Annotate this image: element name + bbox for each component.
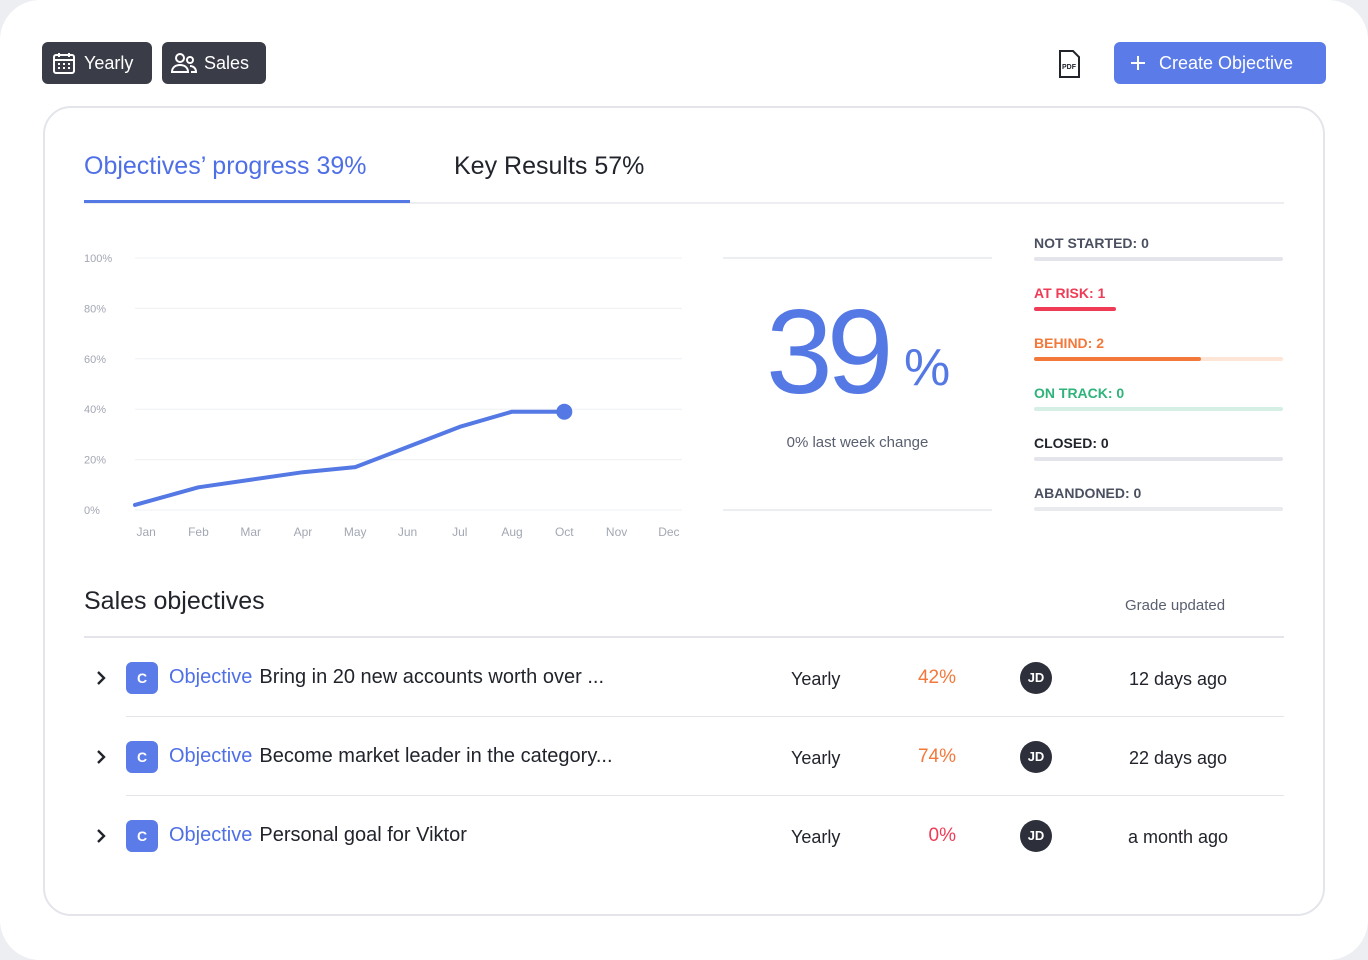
progress: 0% — [928, 825, 956, 846]
expand-chevron[interactable] — [92, 827, 110, 845]
expand-chevron[interactable] — [92, 669, 110, 687]
avatar: JD — [1020, 662, 1052, 694]
period: Yearly — [791, 669, 841, 689]
panel — [43, 106, 1325, 916]
period: Yearly — [791, 748, 841, 768]
pdf-label: PDF — [1062, 64, 1077, 71]
x-tick-label: Jun — [398, 525, 417, 539]
objective-title[interactable]: Objective Bring in 20 new accounts worth … — [169, 666, 604, 689]
filter-yearly[interactable]: Yearly — [42, 42, 152, 84]
status-label: NOT STARTED: 0 — [1034, 235, 1149, 251]
y-tick-label: 40% — [84, 404, 106, 416]
change-label: 0% last week change — [786, 434, 929, 451]
status-bar — [1034, 357, 1201, 361]
chevron-icon — [97, 750, 106, 764]
objective-title[interactable]: Objective Personal goal for Viktor — [169, 824, 467, 847]
x-tick-label: Jan — [136, 525, 155, 539]
x-tick-label: May — [344, 525, 367, 539]
x-tick-label: Nov — [606, 525, 627, 539]
calendar-icon — [53, 53, 75, 74]
create-objective-button[interactable]: Create Objective — [1114, 42, 1326, 84]
table-title: Sales objectives — [84, 587, 265, 615]
x-tick-label: Dec — [658, 525, 679, 539]
progress: 42% — [917, 667, 956, 688]
divider — [723, 257, 992, 259]
title: Become market leader in the category... — [259, 745, 613, 767]
period: Yearly — [791, 827, 841, 847]
tab-underline — [84, 200, 410, 203]
status-label: AT RISK: 1 — [1034, 285, 1106, 301]
line — [133, 409, 567, 507]
kind: Objective — [169, 745, 253, 767]
tab[interactable]: Key Results 57% — [454, 152, 645, 180]
status-bar — [1034, 307, 1117, 311]
badge: C — [126, 741, 158, 773]
expand-chevron[interactable] — [92, 748, 110, 766]
y-tick-label: 0% — [84, 505, 100, 517]
filter-label: Yearly — [84, 52, 134, 73]
status-track — [1034, 257, 1283, 261]
y-tick-label: 100% — [84, 253, 112, 265]
status-track — [1034, 307, 1283, 311]
updated: 22 days ago — [1128, 748, 1228, 768]
status-track — [1034, 457, 1283, 461]
avatar: JD — [1020, 820, 1052, 852]
avatar: JD — [1020, 741, 1052, 773]
end-point — [556, 403, 573, 420]
row-divider — [126, 795, 1284, 796]
x-tick-label: Feb — [188, 525, 209, 539]
plus-icon — [1131, 56, 1145, 70]
objective-title[interactable]: Objective Become market leader in the cat… — [169, 745, 613, 768]
x-tick-label: Apr — [294, 525, 313, 539]
badge: C — [126, 820, 158, 852]
divider — [723, 509, 992, 511]
badge: C — [126, 662, 158, 694]
x-tick-label: Aug — [501, 525, 522, 539]
x-tick-label: Mar — [240, 525, 261, 539]
pdf-button[interactable]: PDF — [1056, 50, 1082, 78]
chevron-icon — [97, 829, 106, 843]
title: Bring in 20 new accounts worth over ... — [259, 666, 604, 688]
tab-active[interactable]: Objectives’ progress 39% — [84, 152, 367, 180]
status-track — [1034, 507, 1283, 511]
filter-label: Sales — [204, 52, 250, 73]
status-track — [1034, 407, 1283, 411]
x-tick-label: Jul — [452, 525, 467, 539]
kind: Objective — [169, 824, 253, 846]
row-divider — [126, 716, 1284, 717]
button-label: Create Objective — [1159, 52, 1294, 73]
status-label: CLOSED: 0 — [1034, 435, 1109, 451]
kind: Objective — [169, 666, 253, 688]
tab-divider — [84, 202, 1284, 204]
big-unit: % — [904, 339, 951, 397]
updated: a month ago — [1127, 827, 1229, 847]
team-icon — [170, 53, 198, 73]
filter-sales[interactable]: Sales — [162, 42, 266, 84]
header-divider — [84, 636, 1284, 638]
big-value: 39 — [766, 285, 894, 419]
y-tick-label: 60% — [84, 354, 106, 366]
progress: 74% — [917, 746, 956, 767]
chevron-icon — [97, 671, 106, 685]
status-label: BEHIND: 2 — [1034, 335, 1105, 351]
title: Personal goal for Viktor — [259, 824, 467, 846]
updated: 12 days ago — [1128, 669, 1228, 689]
x-tick-label: Oct — [555, 525, 574, 539]
y-tick-label: 80% — [84, 303, 106, 315]
column-header: Grade updated — [1125, 597, 1226, 614]
y-tick-label: 20% — [84, 455, 106, 467]
status-label: ON TRACK: 0 — [1034, 385, 1125, 401]
status-label: ABANDONED: 0 — [1034, 485, 1142, 501]
